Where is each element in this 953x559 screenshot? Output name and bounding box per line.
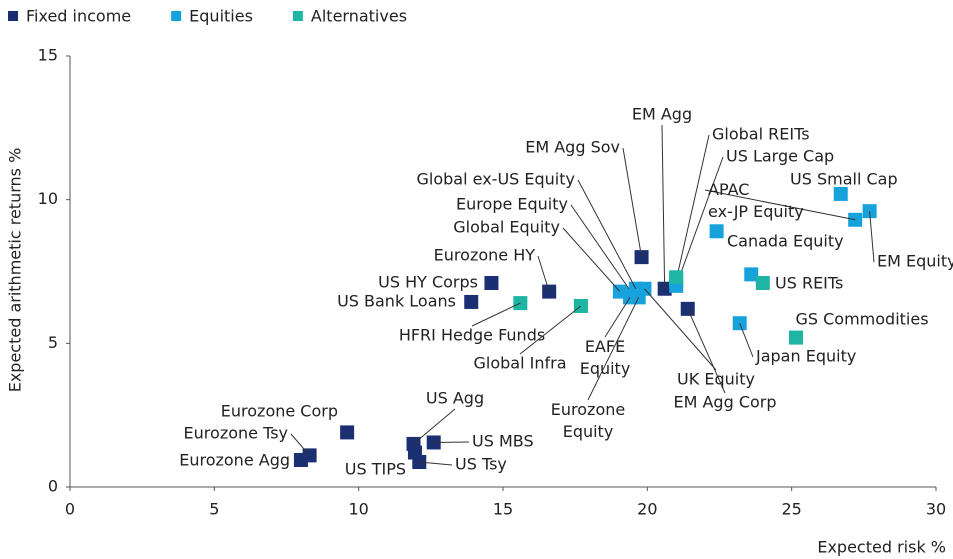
- leader-line: [644, 288, 717, 371]
- point: [484, 275, 499, 290]
- x-tick-label: 20: [637, 500, 657, 519]
- leader-line: [739, 323, 754, 358]
- leader-line: [577, 179, 637, 289]
- point-label: US Small Cap: [790, 170, 898, 189]
- leader-line: [413, 408, 456, 445]
- leader-line: [675, 156, 724, 287]
- legend-swatch: [171, 11, 182, 21]
- point-label: US Tsy: [455, 455, 507, 474]
- leader-line: [471, 302, 521, 327]
- leader-line: [661, 124, 666, 289]
- point-label: EM Agg Sov: [525, 138, 620, 157]
- leader-line: [687, 308, 726, 394]
- point: [788, 330, 803, 345]
- legend-swatch: [8, 11, 18, 21]
- point: [464, 294, 479, 309]
- point-label: Canada Equity: [727, 232, 844, 251]
- point: [669, 270, 684, 285]
- point-label: APAC ex-JP Equity: [708, 180, 804, 221]
- point-label: Eurozone Agg: [179, 451, 290, 470]
- legend-label: Alternatives: [311, 7, 407, 26]
- point-label: EM Agg: [632, 105, 692, 124]
- point-label: Japan Equity: [755, 347, 856, 366]
- point-label: US Agg: [426, 389, 484, 408]
- point-label: Eurozone HY: [434, 246, 536, 265]
- point-label: US Bank Loans: [337, 292, 456, 311]
- y-tick-label: 10: [38, 189, 58, 208]
- point: [755, 275, 770, 290]
- point: [709, 224, 724, 239]
- x-tick-label: 5: [209, 500, 219, 519]
- leader-line: [562, 227, 621, 292]
- x-tick-label: 15: [493, 500, 513, 519]
- y-tick-label: 15: [38, 46, 58, 65]
- point: [340, 425, 355, 440]
- point-label: EM Agg Corp: [673, 393, 776, 412]
- y-tick-label: 0: [48, 477, 58, 496]
- y-axis-title: Expected arithmetic returns %: [6, 148, 25, 393]
- legend-label: Equities: [189, 7, 253, 26]
- x-axis-title: Expected risk %: [817, 538, 946, 557]
- leader-line: [419, 461, 453, 466]
- leader-line: [519, 305, 582, 355]
- leader-line: [537, 255, 550, 292]
- point-label: Eurozone Corp: [221, 402, 338, 421]
- point-label: Europe Equity: [456, 195, 568, 214]
- leader-line: [604, 297, 631, 338]
- point: [744, 267, 759, 282]
- x-tick-label: 30: [926, 500, 946, 519]
- x-tick-label: 10: [348, 500, 368, 519]
- leader-line: [622, 147, 643, 258]
- point-label: Global ex-US Equity: [417, 170, 575, 189]
- leader-line: [704, 189, 856, 221]
- point-label: US MBS: [472, 432, 534, 451]
- point-label: HFRI Hedge Funds: [399, 326, 545, 345]
- point-label: UK Equity: [677, 370, 755, 389]
- leader-line: [869, 211, 875, 263]
- point-label: Eurozone Equity: [551, 400, 625, 441]
- point-label: GS Commodities: [795, 310, 928, 329]
- point-label: Global Infra: [474, 354, 567, 373]
- y-tick-label: 5: [48, 333, 58, 352]
- point-label: US REITs: [775, 274, 843, 293]
- point: [833, 186, 848, 201]
- point-label: US TIPS: [345, 460, 406, 479]
- point-label: US HY Corps: [378, 273, 478, 292]
- point-label: EAFE Equity: [580, 337, 631, 378]
- legend-label: Fixed income: [26, 7, 131, 26]
- point-label: EM Equity: [877, 252, 953, 271]
- point-label: Eurozone Tsy: [184, 424, 288, 443]
- leader-line: [587, 297, 640, 401]
- leader-line: [675, 134, 710, 281]
- x-tick-label: 25: [781, 500, 801, 519]
- point-label: US Large Cap: [726, 147, 834, 166]
- legend-swatch: [292, 11, 303, 21]
- leader-line: [570, 204, 634, 295]
- point-label: Global REITs: [712, 125, 810, 144]
- leader-line: [290, 433, 310, 456]
- x-tick-label: 0: [65, 500, 75, 519]
- point-label: Global Equity: [453, 218, 560, 237]
